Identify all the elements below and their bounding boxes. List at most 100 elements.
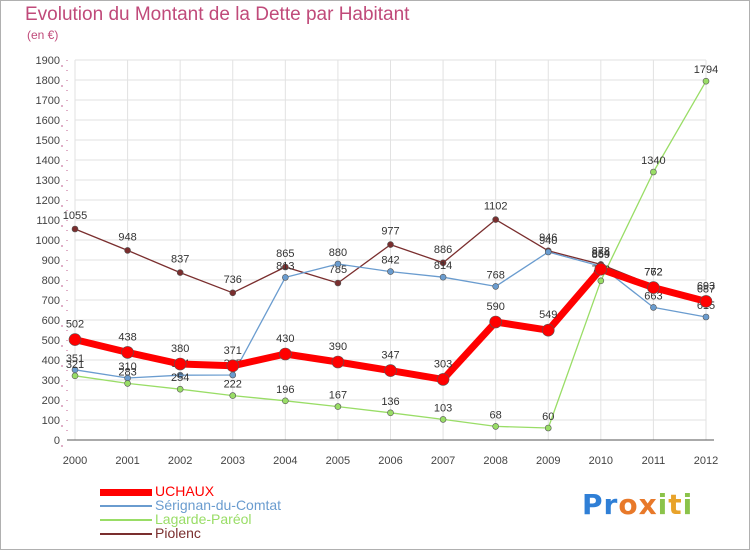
data-point-piolenc [229,289,237,297]
data-point-uchaux [279,347,292,361]
y-tick-label: 1100 [36,215,60,227]
data-point-lagarde-pareol [702,77,710,85]
data-point-piolenc [176,269,184,276]
data-point-serignan-du-comtat [544,248,552,256]
data-label-uchaux: 380 [171,343,189,355]
data-point-lagarde-pareol [282,397,289,405]
y-tick-label: 1200 [36,195,60,207]
data-label-piolenc: 865 [276,248,294,260]
x-tick-label: 2011 [642,455,666,467]
data-point-uchaux [331,355,345,369]
data-label-uchaux: 854 [592,248,610,260]
data-point-piolenc [124,247,131,254]
y-tick-label: 200 [42,395,60,407]
data-point-serignan-du-comtat [176,371,184,379]
data-label-lagarde-pareol: 222 [224,379,242,391]
y-tick-label: 1000 [36,235,60,247]
data-label-lagarde-pareol: 103 [434,402,452,414]
data-label-lagarde-pareol: 196 [276,384,294,396]
data-label-piolenc: 1055 [63,210,87,222]
data-point-lagarde-pareol [597,277,605,285]
data-point-lagarde-pareol [229,392,237,399]
data-label-uchaux: 693 [697,280,715,292]
data-point-uchaux [647,281,660,294]
data-label-uchaux: 590 [486,301,504,313]
data-label-piolenc: 736 [224,274,242,286]
data-point-uchaux [121,346,134,359]
data-point-serignan-du-comtat [702,313,710,321]
data-point-piolenc [492,216,499,223]
data-label-piolenc: 785 [329,264,347,276]
x-tick-label: 2008 [483,455,507,467]
legend-label: Sérignan-du-Comtat [155,497,282,513]
legend-label: Lagarde-Paréol [155,511,252,527]
data-label-uchaux: 762 [644,267,662,279]
data-point-uchaux [226,359,240,373]
logo-letter: o [618,488,639,521]
x-tick-label: 2006 [378,455,402,467]
data-point-piolenc [439,259,447,267]
y-tick-label: 500 [42,335,60,347]
y-tick-label: 1700 [36,95,60,107]
data-point-lagarde-pareol [124,380,131,387]
data-point-lagarde-pareol [439,416,447,423]
data-label-lagarde-pareol: 136 [381,396,399,408]
logo-letter: x [638,488,658,521]
chart-title: Evolution du Montant de la Dette par Hab… [25,4,410,25]
data-label-piolenc: 886 [434,244,452,256]
data-label-serignan-du-comtat: 814 [434,260,452,272]
y-tick-label: 600 [42,315,60,327]
data-label-serignan-du-comtat: 310 [118,361,136,373]
data-point-piolenc [71,225,79,233]
data-label-piolenc: 878 [592,245,610,257]
data-point-uchaux [699,295,713,308]
y-tick-label: 1900 [36,55,60,67]
data-label-lagarde-pareol: 321 [66,359,84,371]
proxiti-logo: Proxiti [582,488,693,521]
legend-label: UCHAUX [155,483,215,499]
x-tick-label: 2009 [536,455,560,467]
chart-subtitle: (en €) [27,28,59,42]
y-tick-label: 900 [42,255,60,267]
data-point-uchaux [594,262,608,276]
data-label-serignan-du-comtat: 813 [276,260,294,272]
y-tick-label: 0 [54,435,60,447]
data-label-serignan-du-comtat: 663 [644,290,662,302]
data-label-lagarde-pareol: 1794 [694,64,718,76]
data-point-uchaux [489,315,502,329]
x-tick-label: 2010 [589,455,613,467]
data-label-piolenc: 948 [118,231,136,243]
data-point-serignan-du-comtat [229,371,237,379]
data-point-uchaux [384,364,397,377]
x-tick-label: 2002 [168,455,192,467]
legend-swatch [100,533,152,535]
y-tick-label: 1300 [36,175,60,187]
data-point-lagarde-pareol [71,372,79,380]
data-label-piolenc: 946 [539,232,557,244]
data-label-uchaux: 347 [381,350,399,362]
y-tick-label: 1400 [36,155,60,167]
data-point-lagarde-pareol [176,385,184,393]
data-label-uchaux: 390 [329,341,347,353]
x-tick-label: 2005 [326,455,350,467]
data-point-lagarde-pareol [492,423,499,430]
data-label-uchaux: 303 [434,358,452,370]
data-label-serignan-du-comtat: 351 [66,353,84,365]
data-point-piolenc [282,263,289,271]
data-label-uchaux: 371 [224,345,242,357]
y-tick-label: 300 [42,375,60,387]
y-tick-label: 1600 [36,115,60,127]
data-point-serignan-du-comtat [650,304,657,311]
data-point-lagarde-pareol [544,424,552,432]
x-tick-label: 2000 [63,455,87,467]
data-label-serignan-du-comtat: 768 [486,269,504,281]
data-point-uchaux [68,333,82,346]
y-tick-label: 1500 [36,135,60,147]
y-tick-label: 800 [42,275,60,287]
data-label-serignan-du-comtat: 842 [381,255,399,267]
data-point-uchaux [541,323,555,337]
data-label-lagarde-pareol: 68 [490,409,502,421]
line-chart: 0 100 200 300 400 500 600 700 800 900 1000 1100 1200… [36,55,719,467]
data-point-serignan-du-comtat [439,273,447,281]
data-point-lagarde-pareol [387,409,394,417]
